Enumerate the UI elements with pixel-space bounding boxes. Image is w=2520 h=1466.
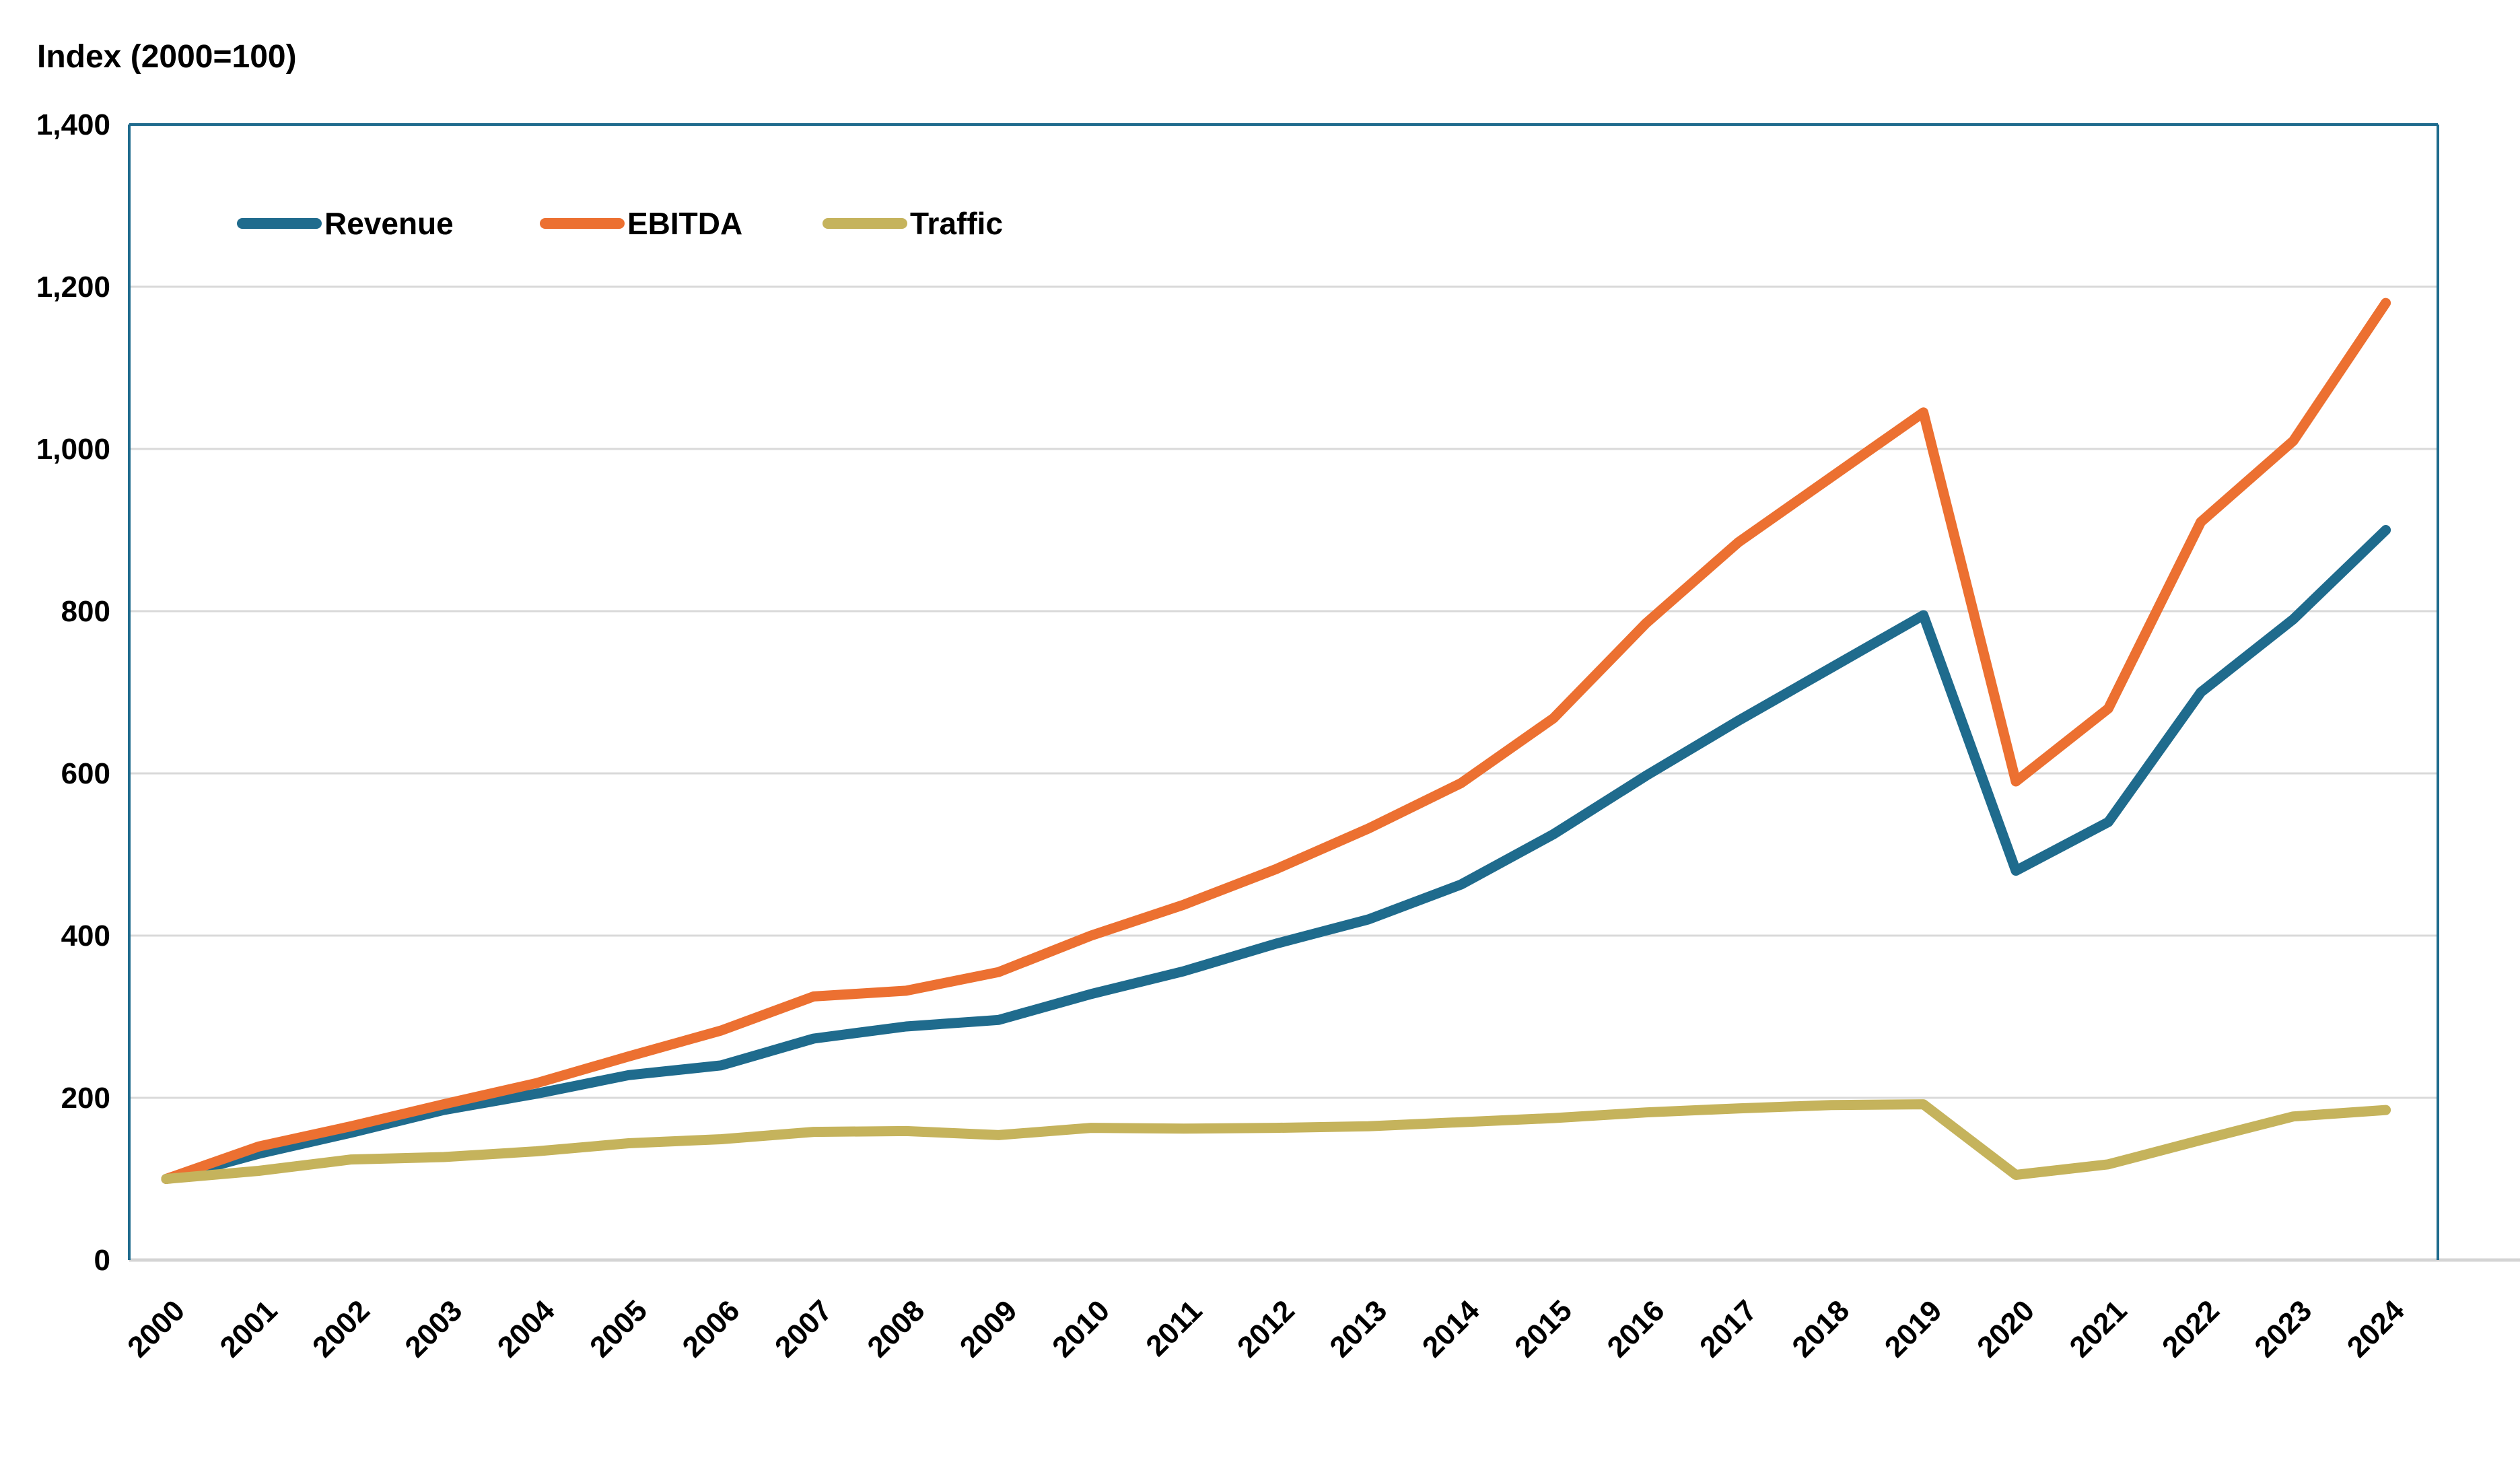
y-tick-label: 1,400 xyxy=(36,108,110,141)
traffic-line xyxy=(161,1099,2391,1184)
y-tick-label: 400 xyxy=(61,919,110,952)
chart-title: Index (2000=100) xyxy=(37,39,297,75)
legend-item-revenue: Revenue xyxy=(237,206,454,241)
y-tick-label: 1,000 xyxy=(36,433,110,466)
legend-item-ebitda: EBITDA xyxy=(540,206,742,241)
legend-label-traffic: Traffic xyxy=(910,206,1003,241)
ebitda-line xyxy=(161,298,2391,1184)
y-tick-label: 1,200 xyxy=(36,271,110,304)
revenue-line xyxy=(161,525,2391,1184)
y-tick-label: 200 xyxy=(61,1082,110,1115)
y-tick-label: 0 xyxy=(94,1244,110,1277)
y-tick-label: 800 xyxy=(61,595,110,628)
legend-item-traffic: Traffic xyxy=(823,206,1003,241)
legend-label-ebitda: EBITDA xyxy=(627,206,742,241)
y-tick-label: 600 xyxy=(61,757,110,790)
legend-label-revenue: Revenue xyxy=(324,206,454,241)
